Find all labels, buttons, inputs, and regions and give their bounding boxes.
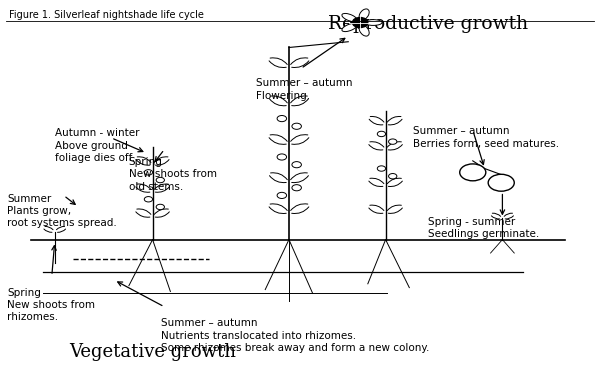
Circle shape [377,131,386,137]
Text: Summer – autumn
Berries form, seed matures.: Summer – autumn Berries form, seed matur… [413,126,560,149]
Ellipse shape [364,20,382,26]
Circle shape [277,192,287,199]
Text: Summer – autumn
Flowering.: Summer – autumn Flowering. [256,78,353,101]
Text: Spring
New shoots from
old stems.: Spring New shoots from old stems. [129,157,217,192]
Circle shape [389,173,397,179]
Circle shape [144,197,152,202]
Circle shape [460,164,486,181]
Circle shape [277,154,287,160]
Ellipse shape [342,23,357,32]
Text: Spring
New shoots from
rhizomes.: Spring New shoots from rhizomes. [7,288,95,322]
Text: Summer – autumn
Nutrients translocated into rhizomes.
Some rhizomes break away a: Summer – autumn Nutrients translocated i… [161,319,430,353]
Text: Figure 1. Silverleaf nightshade life cycle: Figure 1. Silverleaf nightshade life cyc… [9,10,204,20]
Circle shape [292,185,301,191]
Circle shape [488,174,514,191]
Circle shape [377,166,386,171]
Ellipse shape [359,25,369,36]
Ellipse shape [342,14,357,22]
Circle shape [277,115,287,122]
Circle shape [292,162,301,168]
Circle shape [144,170,152,175]
Text: Vegetative growth: Vegetative growth [70,342,236,361]
Circle shape [352,17,368,27]
Text: Spring - summer
Seedlings germinate.: Spring - summer Seedlings germinate. [428,217,539,239]
Text: Autumn - winter
Above ground
foliage dies off.: Autumn - winter Above ground foliage die… [55,128,139,163]
Circle shape [389,139,397,144]
Circle shape [292,123,301,129]
Ellipse shape [359,9,369,20]
Circle shape [156,177,164,183]
Text: Reproductive growth: Reproductive growth [328,15,529,33]
Text: Summer
Plants grow,
root systems spread.: Summer Plants grow, root systems spread. [7,194,117,228]
Circle shape [156,204,164,210]
